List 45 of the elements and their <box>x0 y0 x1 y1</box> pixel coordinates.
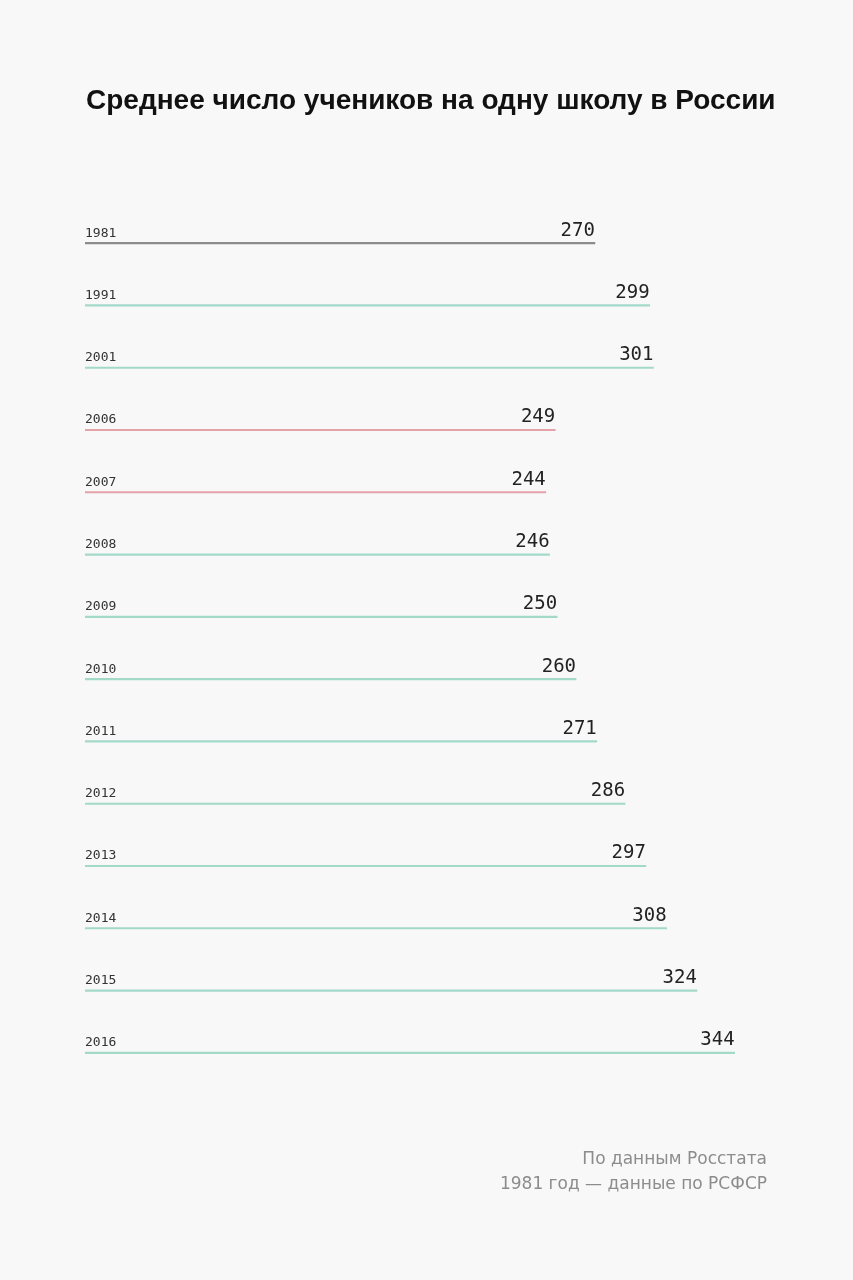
bar <box>85 491 547 494</box>
bar <box>85 1051 735 1054</box>
bar <box>85 678 577 681</box>
bar <box>85 864 647 868</box>
bar <box>85 242 596 245</box>
data-label: 260 <box>541 653 577 676</box>
bar <box>85 428 556 432</box>
data-label: 286 <box>590 778 626 801</box>
bar <box>85 366 654 369</box>
data-label: 299 <box>615 279 650 302</box>
data-label: 244 <box>511 466 546 489</box>
data-label: 301 <box>619 342 654 365</box>
y-tick-label: 2014 <box>85 909 117 925</box>
y-tick-label: 2001 <box>85 349 117 365</box>
data-label: 324 <box>662 965 697 988</box>
y-tick-label: 2011 <box>85 722 117 738</box>
data-label: 271 <box>562 715 597 738</box>
y-tick-label: 2006 <box>85 411 117 427</box>
data-label: 308 <box>632 902 667 925</box>
text: 1981 год — данные по РСФСР <box>499 1172 767 1195</box>
y-tick-label: 1991 <box>85 286 117 302</box>
bar <box>85 989 698 992</box>
bar <box>85 304 651 307</box>
data-label: 246 <box>515 529 550 552</box>
data-label: 344 <box>700 1027 735 1050</box>
data-label: 250 <box>522 591 558 614</box>
y-tick-label: 2009 <box>85 598 117 614</box>
y-tick-label: 2015 <box>85 971 117 987</box>
bar <box>85 802 626 805</box>
text: По данным Росстата <box>581 1147 767 1170</box>
y-tick-label: 2013 <box>85 847 117 863</box>
bar <box>85 553 550 556</box>
y-tick-label: 2008 <box>85 535 117 551</box>
bar <box>85 615 558 618</box>
data-label: 249 <box>520 404 556 427</box>
data-label: 297 <box>611 840 646 863</box>
y-tick-label: 2016 <box>85 1034 117 1050</box>
chart-title: Среднее число учеников на одну школу в России <box>86 84 776 116</box>
y-tick-label: 2007 <box>85 473 117 489</box>
y-tick-label: 1981 <box>85 224 117 240</box>
y-tick-label: 2012 <box>85 785 117 801</box>
data-label: 270 <box>560 217 595 240</box>
y-tick-label: 2010 <box>85 660 117 676</box>
bar <box>85 740 598 743</box>
bar <box>85 927 668 930</box>
